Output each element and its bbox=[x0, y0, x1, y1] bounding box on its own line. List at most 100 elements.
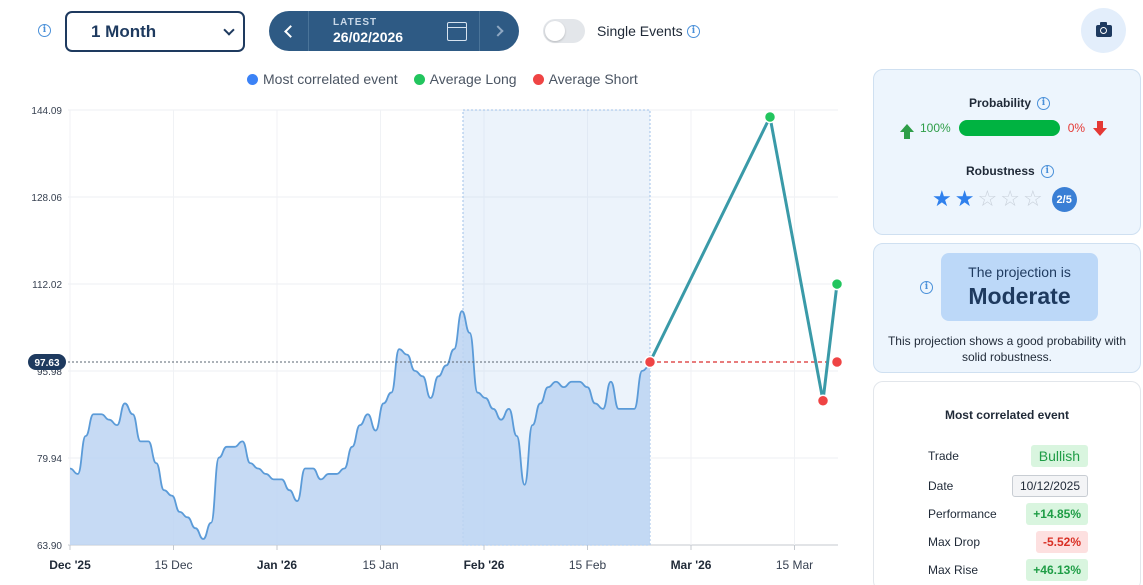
latest-date: 26/02/2026 bbox=[333, 29, 404, 45]
x-tick-label: 15 Dec bbox=[154, 558, 192, 572]
star-empty-icon: ☆ bbox=[1000, 186, 1020, 212]
projection-info-icon[interactable]: i bbox=[920, 281, 933, 294]
correlated-row-max-drop: Max Drop -5.52% bbox=[928, 531, 1088, 553]
date-picker-button[interactable]: LATEST 26/02/2026 bbox=[309, 11, 479, 51]
legend-dot bbox=[532, 73, 544, 85]
max-rise-value: +46.13% bbox=[1026, 559, 1088, 581]
probability-short: 0% bbox=[1067, 121, 1086, 135]
robustness-stars: ★ ★ ☆ ☆ ☆ 2/5 bbox=[932, 187, 1077, 212]
y-tick-label: 128.06 bbox=[31, 193, 62, 204]
legend-dot bbox=[247, 73, 258, 85]
camera-icon bbox=[1095, 21, 1112, 37]
robustness-badge: 2/5 bbox=[1051, 187, 1077, 212]
period-select[interactable]: 1 Month bbox=[65, 11, 245, 52]
star-filled-icon: ★ bbox=[932, 186, 952, 212]
period-info-icon[interactable]: i bbox=[38, 24, 51, 37]
chart-legend: Most correlated event Average Long Avera… bbox=[247, 71, 638, 87]
toggle-knob bbox=[545, 21, 565, 41]
current-value-label: 97.63 bbox=[34, 358, 59, 369]
chevron-down-icon bbox=[223, 23, 235, 36]
correlated-row-trade: Trade Bullish bbox=[928, 445, 1088, 467]
probability-info-icon[interactable]: i bbox=[1037, 96, 1051, 110]
y-tick-label: 95.98 bbox=[37, 367, 62, 378]
robustness-info-icon[interactable]: i bbox=[1040, 164, 1054, 178]
star-filled-icon: ★ bbox=[954, 186, 975, 212]
series-area bbox=[70, 311, 650, 545]
period-select-value: 1 Month bbox=[91, 21, 157, 41]
projection-points bbox=[643, 110, 844, 407]
single-events-info-icon[interactable]: i bbox=[687, 25, 700, 38]
trade-badge: Bullish bbox=[1030, 445, 1088, 467]
correlated-row-performance: Performance +14.85% bbox=[928, 503, 1088, 525]
x-axis: Dec '25 15 Dec Jan '26 15 Jan Feb '26 15 Feb M… bbox=[49, 558, 813, 572]
row-label: Trade bbox=[928, 449, 959, 463]
probability-bar bbox=[958, 120, 1060, 136]
legend-label: Most correlated event bbox=[263, 71, 398, 87]
star-empty-icon: ☆ bbox=[977, 186, 998, 212]
row-label: Max Drop bbox=[928, 535, 981, 549]
chevron-right-icon bbox=[491, 25, 504, 37]
series-line bbox=[69, 310, 651, 540]
legend-label: Average Long bbox=[429, 71, 517, 87]
projection-box: The projection is Moderate bbox=[941, 253, 1098, 321]
y-tick-label: 63.90 bbox=[37, 541, 62, 552]
row-label: Date bbox=[928, 479, 954, 493]
projection-point[interactable] bbox=[816, 394, 830, 407]
probability-panel: Probability i 100% 0% Robustness i ★ ★ ☆ ☆ ☆… bbox=[873, 69, 1141, 235]
price-chart[interactable]: 144.09 128.06 112.02 95.98 79.94 63.90 Dec '2… bbox=[0, 90, 870, 585]
projection-label: The projection is bbox=[968, 264, 1071, 280]
correlated-event-panel: Most correlated event Trade Bullish Date… bbox=[873, 381, 1141, 585]
probability-title: Probability i bbox=[969, 96, 1051, 110]
single-events-label: Single Events bbox=[597, 23, 683, 39]
arrow-down-icon bbox=[1093, 121, 1108, 136]
max-drop-value: -5.52% bbox=[1035, 531, 1088, 553]
x-tick-label: 15 Mar bbox=[776, 558, 813, 572]
projection-point[interactable] bbox=[763, 110, 777, 124]
previous-date-button[interactable] bbox=[269, 11, 309, 51]
x-tick-label: Feb '26 bbox=[464, 558, 505, 572]
legend-item-most-correlated[interactable]: Most correlated event bbox=[247, 71, 398, 87]
y-tick-label: 79.94 bbox=[37, 454, 62, 465]
legend-dot bbox=[413, 73, 425, 85]
projection-point[interactable] bbox=[830, 277, 844, 291]
x-tick-label: 15 Jan bbox=[362, 558, 398, 572]
x-tick-label: Mar '26 bbox=[671, 558, 712, 572]
correlated-row-date: Date 10/12/2025 bbox=[928, 475, 1088, 497]
legend-item-average-short[interactable]: Average Short bbox=[532, 71, 638, 87]
correlated-event-title: Most correlated event bbox=[944, 408, 1070, 422]
row-label: Performance bbox=[928, 507, 997, 521]
projection-point[interactable] bbox=[830, 355, 844, 369]
next-date-button[interactable] bbox=[479, 11, 519, 51]
projection-description: This projection shows a good probability… bbox=[887, 334, 1127, 364]
projection-rating: Moderate bbox=[968, 283, 1071, 309]
calendar-icon bbox=[447, 22, 467, 41]
robustness-title-text: Robustness bbox=[966, 164, 1035, 178]
performance-value: +14.85% bbox=[1026, 503, 1088, 525]
probability-long: 100% bbox=[920, 121, 951, 135]
arrow-up-icon bbox=[900, 124, 914, 139]
legend-label: Average Short bbox=[548, 71, 638, 87]
y-axis: 144.09 128.06 112.02 95.98 79.94 63.90 bbox=[31, 106, 62, 552]
probability-title-text: Probability bbox=[969, 96, 1032, 110]
star-empty-icon: ☆ bbox=[1022, 186, 1043, 212]
probability-row: 100% 0% bbox=[900, 120, 1108, 139]
chevron-left-icon bbox=[284, 24, 297, 38]
robustness-title: Robustness i bbox=[966, 164, 1054, 178]
single-events-toggle[interactable] bbox=[543, 19, 585, 43]
y-tick-label: 112.02 bbox=[32, 280, 62, 291]
screenshot-button[interactable] bbox=[1081, 8, 1126, 53]
legend-item-average-long[interactable]: Average Long bbox=[413, 71, 517, 87]
current-value-badge: 97.63 bbox=[28, 354, 66, 371]
row-label: Max Rise bbox=[928, 563, 979, 577]
date-navigator: LATEST 26/02/2026 bbox=[269, 11, 519, 51]
date-value: 10/12/2025 bbox=[1011, 475, 1088, 497]
correlated-row-max-rise: Max Rise +46.13% bbox=[928, 559, 1088, 581]
latest-label: LATEST bbox=[333, 17, 378, 28]
y-tick-label: 144.09 bbox=[31, 106, 62, 117]
x-tick-label: 15 Feb bbox=[569, 558, 607, 572]
x-tick-label: Dec '25 bbox=[49, 558, 91, 572]
x-tick-label: Jan '26 bbox=[257, 558, 298, 572]
projection-point[interactable] bbox=[643, 355, 657, 369]
projection-panel: i The projection is Moderate This projec… bbox=[873, 243, 1141, 373]
average-long-line bbox=[648, 115, 839, 403]
